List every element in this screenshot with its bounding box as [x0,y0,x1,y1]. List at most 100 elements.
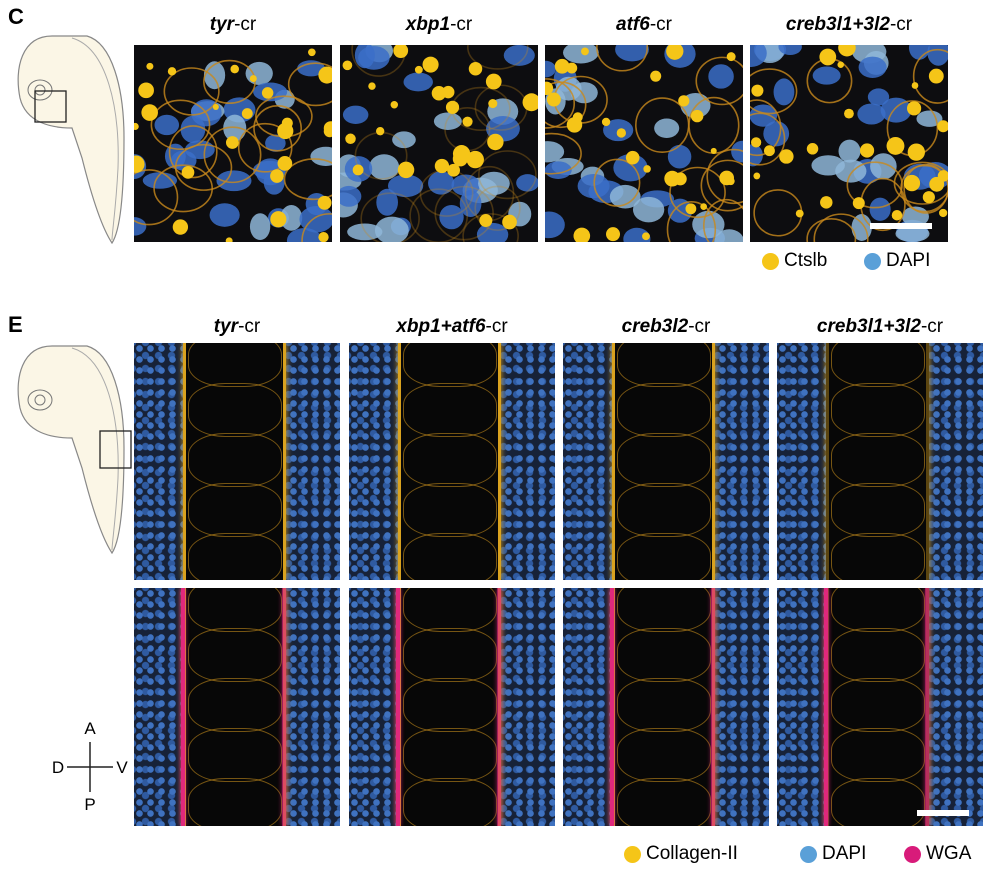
nucleus [216,170,252,192]
nucleus [563,45,599,64]
granule [838,45,856,57]
legend-text: DAPI [822,843,867,864]
cell-outline [545,81,587,129]
granule [468,62,483,76]
granule [488,99,498,109]
vacuole-cell [188,778,282,826]
granule [922,191,935,204]
cell-outline [360,192,420,242]
nucleus [503,45,535,66]
cell-outline [666,201,717,242]
wga-line [181,588,186,826]
granule [434,158,450,174]
granule [928,68,944,84]
granule [837,61,844,68]
cell-outline [702,198,743,242]
micrograph [545,45,743,242]
granule [318,231,329,242]
nucleus [392,131,416,149]
gene-name: creb3l1+3l2 [785,14,890,35]
granule [452,151,468,167]
nucleus [299,205,332,233]
granule [390,101,399,109]
column-title: tyr-cr [123,14,343,36]
granule [134,122,139,130]
nucleus [609,184,641,209]
vacuole-cell [831,483,925,537]
granule [606,227,621,242]
granule [554,58,570,74]
vacuole-cell [403,588,497,632]
micrograph [563,343,769,580]
granule [726,52,736,62]
granule [726,177,735,186]
granule [414,65,423,74]
granule [230,64,239,74]
notochord [826,343,930,580]
cell-outline [301,213,332,242]
scale-bar [870,223,932,229]
vacuole-cell [188,383,282,437]
granule [249,75,257,83]
legend-swatch [904,845,921,863]
construct-suffix: -cr [920,316,944,337]
vacuole-cell [617,533,711,580]
vacuole-cell [188,678,282,732]
wga-line [824,588,829,826]
granule [225,136,239,149]
granule [566,117,583,133]
granule [277,122,294,140]
cell-outline [545,132,582,175]
granule [751,84,764,97]
micrograph [349,588,555,826]
column-title: atf6-cr [534,14,754,36]
granule [270,169,284,183]
nucleus [545,60,556,78]
nucleus [376,188,398,216]
scale-bar [917,810,969,816]
legend-text: Collagen-II [646,843,738,864]
panel-label: C [8,4,24,29]
micrograph [349,343,555,580]
nucleus [134,217,147,236]
vacuole-cell [617,343,711,387]
vacuole-cell [831,433,925,487]
panel-label: E [8,312,23,337]
granule [806,143,819,155]
nucleus [708,64,734,89]
legend-swatch [762,252,779,270]
cell-outline [903,163,948,214]
nucleus [916,110,943,127]
nucleus [516,174,538,192]
granule [447,163,461,177]
wga-line [711,588,716,826]
cell-outline [134,169,179,226]
notochord [612,343,716,580]
granule [141,104,158,121]
notochord [183,343,287,580]
nucleus [245,61,273,85]
vacuole-cell [403,383,497,437]
granule [650,70,662,82]
nucleus [545,211,565,239]
granule [261,87,274,99]
granule [642,232,650,241]
cell-outline [203,126,262,184]
construct-suffix: -cr [485,316,508,337]
granule [907,101,922,116]
granule [375,126,385,136]
notochord [826,588,930,826]
granule [886,136,905,155]
nucleus [476,222,509,242]
nucleus [209,203,240,227]
vacuole-cell [188,728,282,782]
vacuole-cell [617,588,711,632]
nucleus [750,104,778,127]
vacuole-cell [831,728,925,782]
nucleus [154,114,180,136]
notochord [183,588,287,826]
granule [763,145,775,157]
gene-name: tyr [209,14,235,35]
nucleus [428,171,455,195]
column-title: xbp1+atf6-cr [342,316,562,338]
